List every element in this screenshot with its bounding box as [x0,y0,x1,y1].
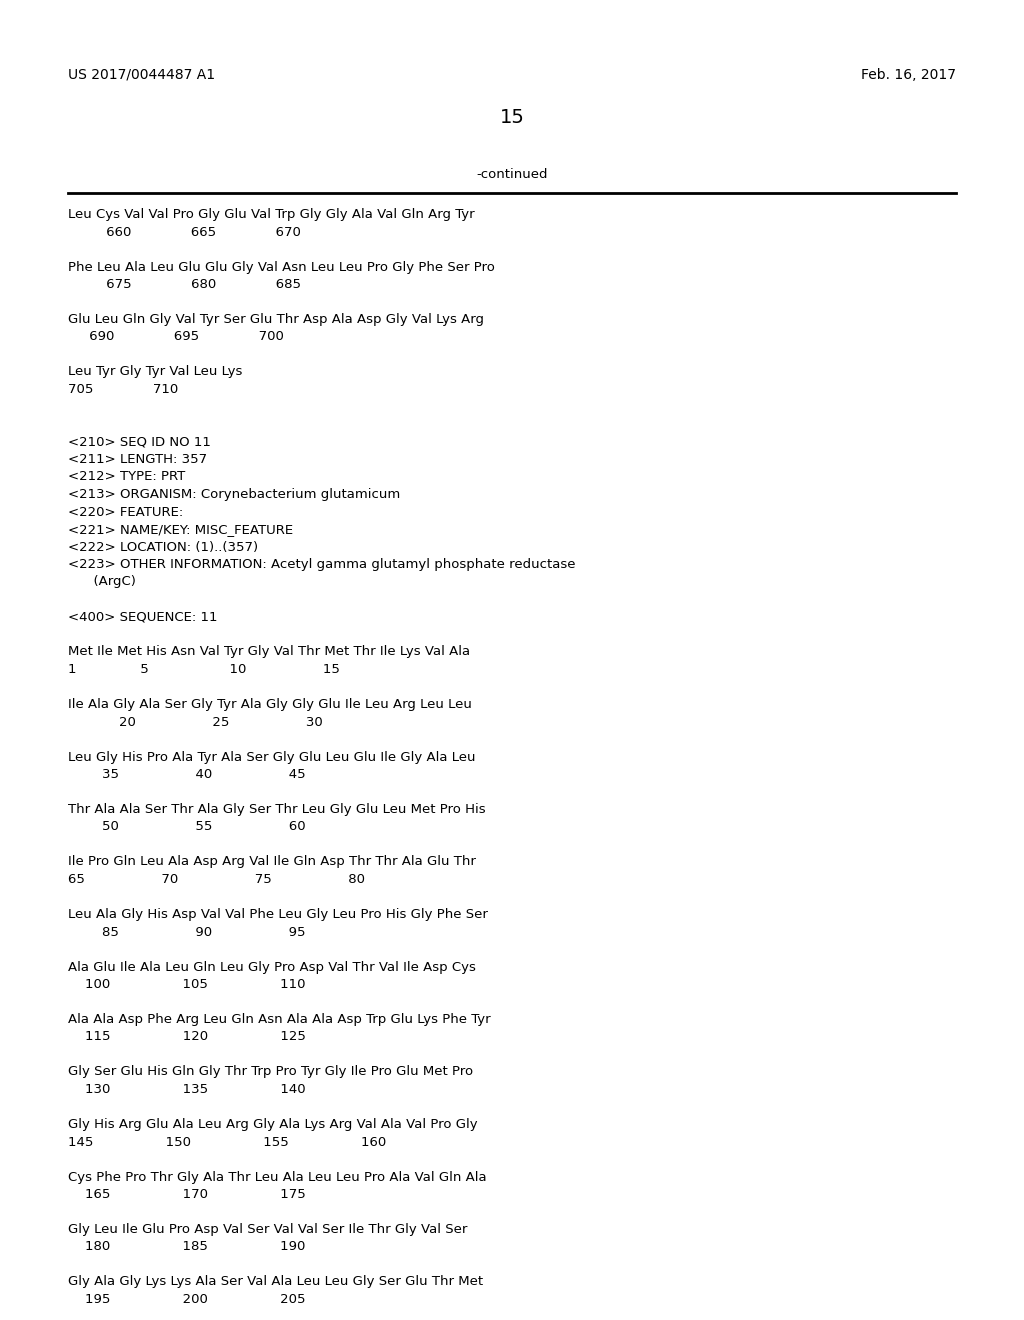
Text: <210> SEQ ID NO 11: <210> SEQ ID NO 11 [68,436,211,449]
Text: 50                  55                  60: 50 55 60 [68,821,305,833]
Text: Met Ile Met His Asn Val Tyr Gly Val Thr Met Thr Ile Lys Val Ala: Met Ile Met His Asn Val Tyr Gly Val Thr … [68,645,470,659]
Text: 100                 105                 110: 100 105 110 [68,978,305,991]
Text: <221> NAME/KEY: MISC_FEATURE: <221> NAME/KEY: MISC_FEATURE [68,523,293,536]
Text: Cys Phe Pro Thr Gly Ala Thr Leu Ala Leu Leu Pro Ala Val Gln Ala: Cys Phe Pro Thr Gly Ala Thr Leu Ala Leu … [68,1171,486,1184]
Text: -continued: -continued [476,168,548,181]
Text: 20                  25                  30: 20 25 30 [68,715,323,729]
Text: Ala Ala Asp Phe Arg Leu Gln Asn Ala Ala Asp Trp Glu Lys Phe Tyr: Ala Ala Asp Phe Arg Leu Gln Asn Ala Ala … [68,1012,490,1026]
Text: 145                 150                 155                 160: 145 150 155 160 [68,1135,386,1148]
Text: Leu Ala Gly His Asp Val Val Phe Leu Gly Leu Pro His Gly Phe Ser: Leu Ala Gly His Asp Val Val Phe Leu Gly … [68,908,487,921]
Text: <213> ORGANISM: Corynebacterium glutamicum: <213> ORGANISM: Corynebacterium glutamic… [68,488,400,502]
Text: 165                 170                 175: 165 170 175 [68,1188,306,1201]
Text: 705              710: 705 710 [68,383,178,396]
Text: <223> OTHER INFORMATION: Acetyl gamma glutamyl phosphate reductase: <223> OTHER INFORMATION: Acetyl gamma gl… [68,558,575,572]
Text: Feb. 16, 2017: Feb. 16, 2017 [861,69,956,82]
Text: 115                 120                 125: 115 120 125 [68,1031,306,1044]
Text: 130                 135                 140: 130 135 140 [68,1082,305,1096]
Text: <220> FEATURE:: <220> FEATURE: [68,506,183,519]
Text: 675              680              685: 675 680 685 [68,279,301,290]
Text: Ile Ala Gly Ala Ser Gly Tyr Ala Gly Gly Glu Ile Leu Arg Leu Leu: Ile Ala Gly Ala Ser Gly Tyr Ala Gly Gly … [68,698,472,711]
Text: 180                 185                 190: 180 185 190 [68,1241,305,1254]
Text: <400> SEQUENCE: 11: <400> SEQUENCE: 11 [68,610,217,623]
Text: <211> LENGTH: 357: <211> LENGTH: 357 [68,453,207,466]
Text: Leu Gly His Pro Ala Tyr Ala Ser Gly Glu Leu Glu Ile Gly Ala Leu: Leu Gly His Pro Ala Tyr Ala Ser Gly Glu … [68,751,475,763]
Text: Gly Leu Ile Glu Pro Asp Val Ser Val Val Ser Ile Thr Gly Val Ser: Gly Leu Ile Glu Pro Asp Val Ser Val Val … [68,1224,467,1236]
Text: Gly Ala Gly Lys Lys Ala Ser Val Ala Leu Leu Gly Ser Glu Thr Met: Gly Ala Gly Lys Lys Ala Ser Val Ala Leu … [68,1275,483,1288]
Text: <222> LOCATION: (1)..(357): <222> LOCATION: (1)..(357) [68,540,258,553]
Text: Gly Ser Glu His Gln Gly Thr Trp Pro Tyr Gly Ile Pro Glu Met Pro: Gly Ser Glu His Gln Gly Thr Trp Pro Tyr … [68,1065,473,1078]
Text: 1               5                   10                  15: 1 5 10 15 [68,663,340,676]
Text: (ArgC): (ArgC) [68,576,136,589]
Text: 690              695              700: 690 695 700 [68,330,284,343]
Text: 15: 15 [500,108,524,127]
Text: Leu Cys Val Val Pro Gly Glu Val Trp Gly Gly Ala Val Gln Arg Tyr: Leu Cys Val Val Pro Gly Glu Val Trp Gly … [68,209,475,220]
Text: 195                 200                 205: 195 200 205 [68,1294,305,1305]
Text: 65                  70                  75                  80: 65 70 75 80 [68,873,365,886]
Text: <212> TYPE: PRT: <212> TYPE: PRT [68,470,185,483]
Text: Phe Leu Ala Leu Glu Glu Gly Val Asn Leu Leu Pro Gly Phe Ser Pro: Phe Leu Ala Leu Glu Glu Gly Val Asn Leu … [68,260,495,273]
Text: Thr Ala Ala Ser Thr Ala Gly Ser Thr Leu Gly Glu Leu Met Pro His: Thr Ala Ala Ser Thr Ala Gly Ser Thr Leu … [68,803,485,816]
Text: US 2017/0044487 A1: US 2017/0044487 A1 [68,69,215,82]
Text: Leu Tyr Gly Tyr Val Leu Lys: Leu Tyr Gly Tyr Val Leu Lys [68,366,243,379]
Text: 85                  90                  95: 85 90 95 [68,925,305,939]
Text: Ala Glu Ile Ala Leu Gln Leu Gly Pro Asp Val Thr Val Ile Asp Cys: Ala Glu Ile Ala Leu Gln Leu Gly Pro Asp … [68,961,476,974]
Text: Glu Leu Gln Gly Val Tyr Ser Glu Thr Asp Ala Asp Gly Val Lys Arg: Glu Leu Gln Gly Val Tyr Ser Glu Thr Asp … [68,313,484,326]
Text: Ile Pro Gln Leu Ala Asp Arg Val Ile Gln Asp Thr Thr Ala Glu Thr: Ile Pro Gln Leu Ala Asp Arg Val Ile Gln … [68,855,476,869]
Text: 660              665              670: 660 665 670 [68,226,301,239]
Text: 35                  40                  45: 35 40 45 [68,768,305,781]
Text: Gly His Arg Glu Ala Leu Arg Gly Ala Lys Arg Val Ala Val Pro Gly: Gly His Arg Glu Ala Leu Arg Gly Ala Lys … [68,1118,477,1131]
